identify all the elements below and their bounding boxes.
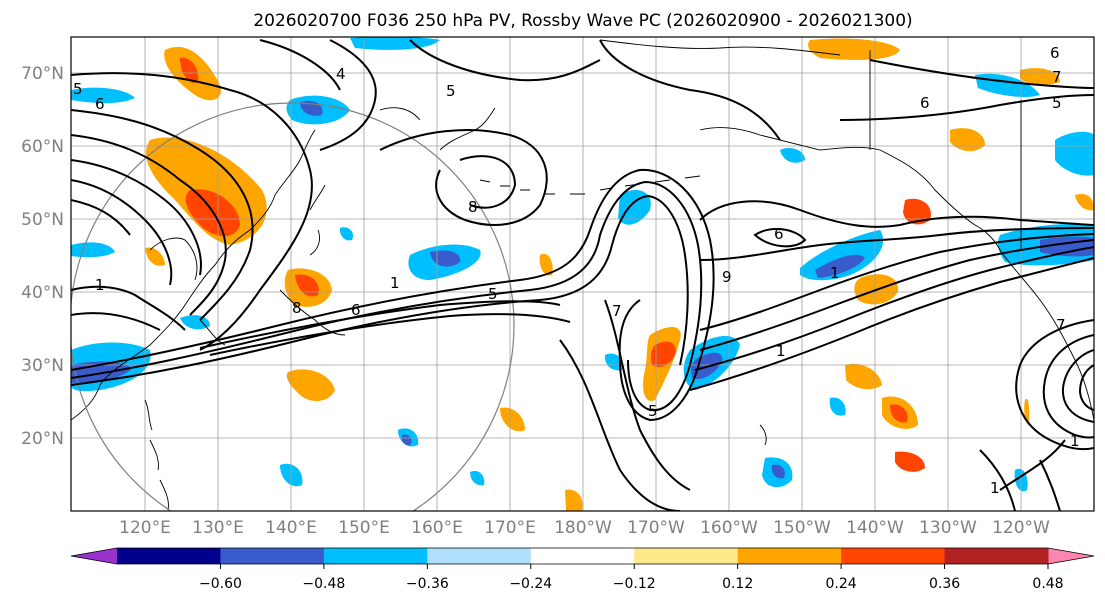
figure-title: 2026020700 F036 250 hPa PV, Rossby Wave … (253, 11, 912, 31)
colorbar-segment (220, 548, 325, 564)
pv-anomaly-shading (71, 37, 1094, 511)
colorbar-tick-label: −0.48 (302, 576, 345, 592)
colorbar: −0.60 −0.48 −0.36 −0.24 −0.12 0.12 0.24 0.36 0.4… (70, 547, 1095, 592)
colorbar-tick-label: 0.36 (929, 576, 960, 592)
colorbar-segment (323, 548, 428, 564)
svg-text:140°E: 140°E (265, 518, 317, 538)
colorbar-tick-label: −0.24 (509, 576, 552, 592)
colorbar-segment (944, 548, 1049, 564)
svg-text:6: 6 (774, 225, 784, 243)
colorbar-tick-label: −0.12 (613, 576, 656, 592)
latitude-labels: 70°N 60°N 50°N 40°N 30°N 20°N (21, 64, 64, 449)
colorbar-segment (841, 548, 946, 564)
svg-text:1: 1 (390, 274, 400, 292)
colorbar-tick-label: 0.12 (722, 576, 753, 592)
colorbar-extend-min (71, 548, 117, 564)
colorbar-segment (427, 548, 532, 564)
svg-text:170°W: 170°W (627, 518, 685, 538)
svg-text:120°W: 120°W (992, 518, 1050, 538)
svg-text:30°N: 30°N (21, 356, 64, 376)
svg-text:6: 6 (95, 95, 105, 113)
svg-text:160°W: 160°W (700, 518, 758, 538)
svg-text:8: 8 (468, 198, 478, 216)
svg-text:160°E: 160°E (411, 518, 463, 538)
svg-text:5: 5 (488, 285, 498, 303)
svg-text:1: 1 (990, 479, 1000, 497)
svg-text:1: 1 (830, 264, 840, 282)
svg-text:130°E: 130°E (192, 518, 244, 538)
svg-text:150°W: 150°W (773, 518, 831, 538)
svg-text:180°W: 180°W (554, 518, 612, 538)
colorbar-tick-label: −0.60 (199, 576, 242, 592)
svg-text:20°N: 20°N (21, 429, 64, 449)
svg-text:5: 5 (446, 82, 456, 100)
colorbar-segment (117, 548, 221, 564)
map-frame (70, 36, 1095, 512)
contour-labels: 4 5 6 5 6 8 6 1 8 6 5 1 7 1 1 5 7 9 6 1 … (73, 44, 1080, 497)
svg-text:70°N: 70°N (21, 64, 64, 84)
svg-text:120°E: 120°E (119, 518, 171, 538)
svg-text:5: 5 (1052, 94, 1062, 112)
svg-text:40°N: 40°N (21, 283, 64, 303)
svg-text:6: 6 (351, 301, 361, 319)
svg-text:7: 7 (1052, 68, 1062, 86)
svg-text:9: 9 (722, 268, 732, 286)
svg-text:4: 4 (336, 65, 346, 83)
svg-text:150°E: 150°E (338, 518, 390, 538)
svg-text:8: 8 (292, 299, 302, 317)
svg-text:140°W: 140°W (846, 518, 904, 538)
svg-text:6: 6 (920, 94, 930, 112)
reference-circle (71, 102, 515, 511)
svg-text:5: 5 (73, 80, 83, 98)
svg-text:7: 7 (612, 302, 622, 320)
colorbar-segment (530, 548, 635, 564)
colorbar-tick-label: 0.48 (1032, 576, 1063, 592)
svg-text:50°N: 50°N (21, 210, 64, 230)
colorbar-segment (737, 548, 842, 564)
pv-contours (71, 39, 1094, 511)
svg-text:1: 1 (1070, 432, 1080, 450)
svg-text:6: 6 (1050, 44, 1060, 62)
map-area: 4 5 6 5 6 8 6 1 8 6 5 1 7 1 1 5 7 9 6 1 … (71, 37, 1094, 511)
svg-text:5: 5 (648, 402, 658, 420)
svg-text:60°N: 60°N (21, 137, 64, 157)
svg-text:170°E: 170°E (484, 518, 536, 538)
svg-text:1: 1 (776, 342, 786, 360)
colorbar-tick-label: 0.24 (826, 576, 857, 592)
svg-text:1: 1 (95, 276, 105, 294)
colorbar-extend-max (1048, 548, 1094, 564)
gridlines (71, 37, 1094, 511)
colorbar-segment (634, 548, 739, 564)
longitude-labels: 120°E 130°E 140°E 150°E 160°E 170°E 180°… (119, 518, 1050, 538)
svg-text:7: 7 (1056, 316, 1066, 334)
colorbar-tick-label: −0.36 (406, 576, 449, 592)
svg-text:130°W: 130°W (919, 518, 977, 538)
